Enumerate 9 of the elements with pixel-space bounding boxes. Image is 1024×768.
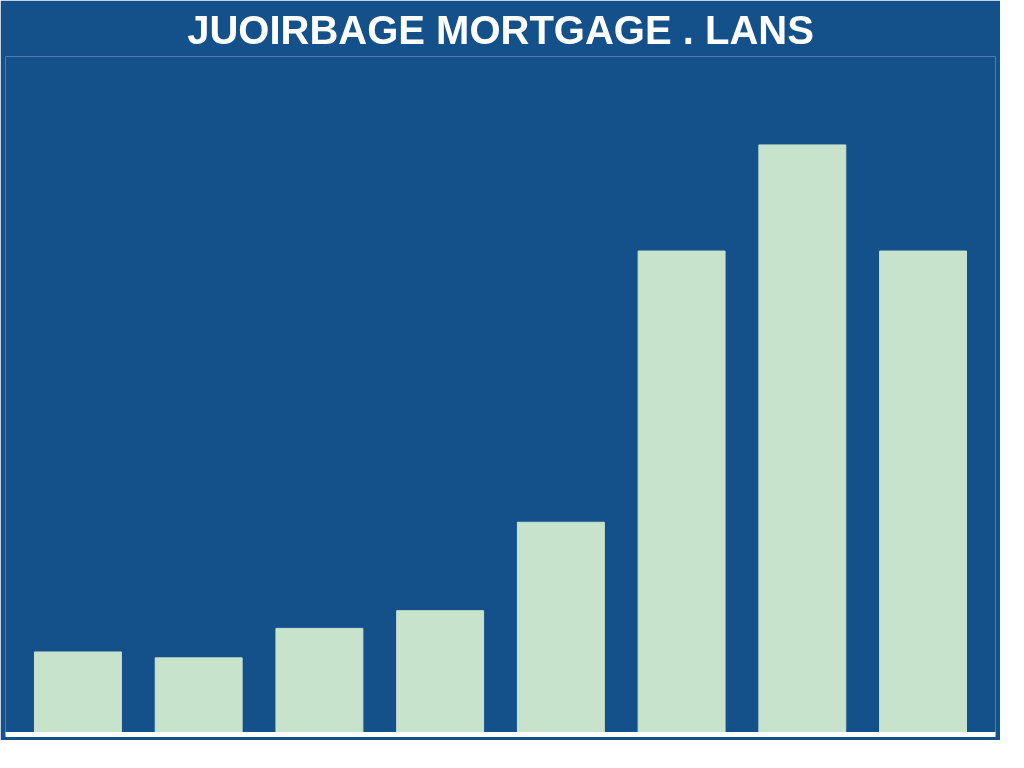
bar <box>758 144 847 735</box>
bar <box>154 657 243 735</box>
chart-title: JUOIRBAGE MORTGAGE . LANS <box>187 7 814 52</box>
bar <box>516 521 605 735</box>
bar <box>275 627 364 735</box>
bar <box>879 250 968 735</box>
bar <box>396 610 485 735</box>
bar <box>637 250 726 735</box>
bar <box>33 651 122 735</box>
